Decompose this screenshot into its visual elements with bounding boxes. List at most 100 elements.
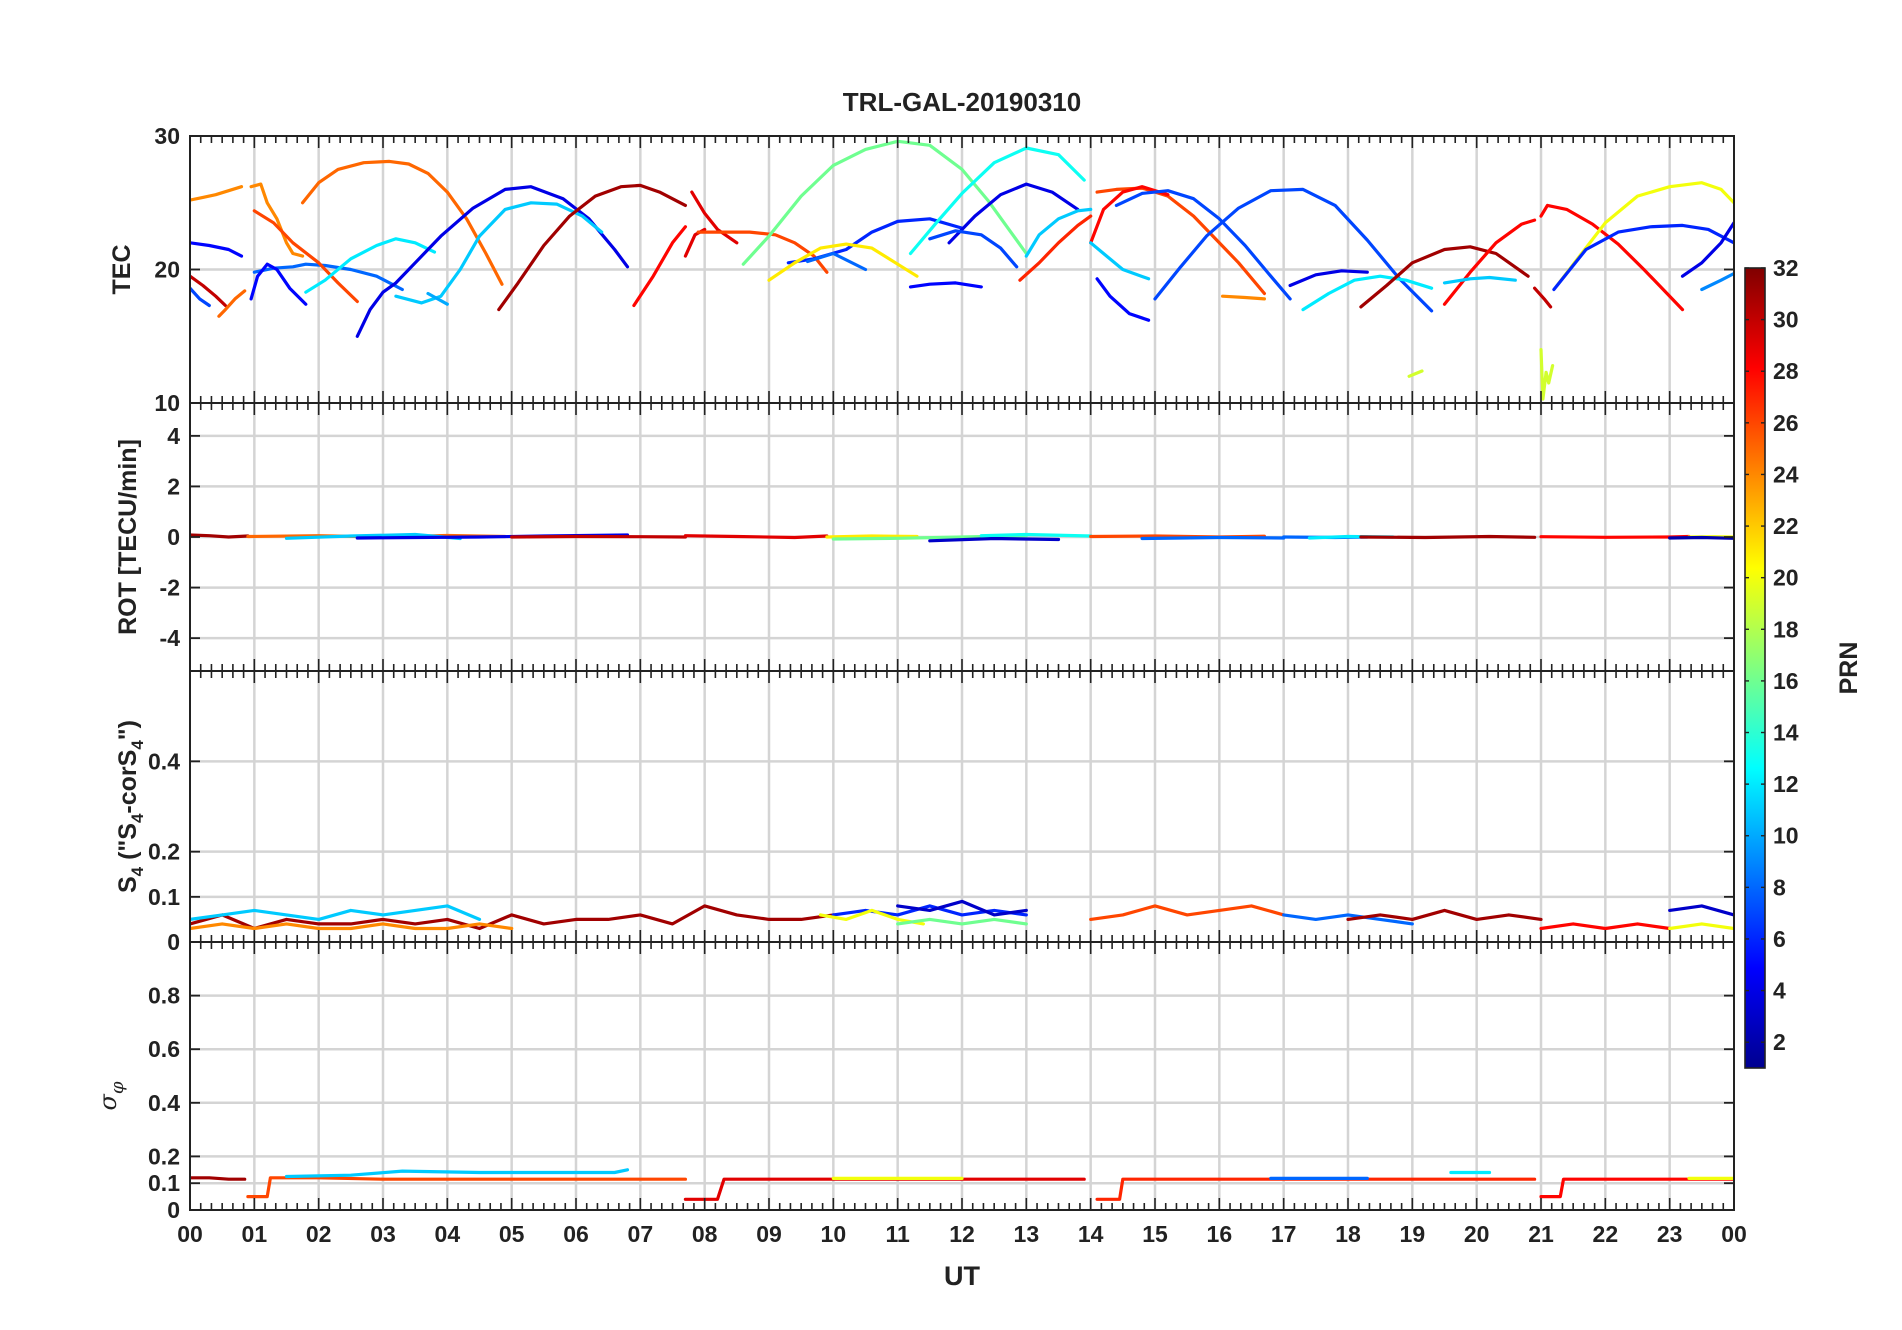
series-line-prn-29 xyxy=(683,1177,1086,1201)
y-tick-label: 0.6 xyxy=(148,1036,180,1062)
series-line-prn-26 xyxy=(696,230,829,274)
panel-rot: -4 -2 0 2 4 ROT [TECU/min] xyxy=(114,402,1735,672)
x-tick-labels: 00 01 02 03 04 05 06 07 08 09 10 11 12 13 14 15 16 17 18 19… xyxy=(177,1221,1747,1247)
series-line-prn-24 xyxy=(249,182,305,258)
series-line-prn-21 xyxy=(825,534,919,539)
series-line-prn-30 xyxy=(1532,286,1553,309)
series-line-prn-29 xyxy=(690,190,739,245)
series-line-prn-28 xyxy=(1539,1177,1734,1199)
colorbar-tick-label: 8 xyxy=(1773,874,1786,900)
x-tick-label: 21 xyxy=(1528,1221,1554,1247)
series-line-prn-28 xyxy=(1442,218,1537,306)
colorbar-tick-label: 20 xyxy=(1773,565,1799,591)
x-tick-label: 10 xyxy=(821,1221,847,1247)
y-tick-label: 10 xyxy=(154,390,180,416)
series-line-prn-5 xyxy=(1095,277,1151,322)
series-line-prn-21 xyxy=(767,242,919,282)
series-line-prn-4 xyxy=(355,185,630,338)
series-line-prn-2 xyxy=(1668,535,1734,540)
x-tick-label: 07 xyxy=(628,1221,654,1247)
series-line-prn-7 xyxy=(1114,189,1292,301)
y-tick-label: -4 xyxy=(160,625,181,651)
x-tick-label: 03 xyxy=(370,1221,396,1247)
series-line-prn-4 xyxy=(1288,269,1369,288)
series-line-prn-11 xyxy=(284,1168,630,1179)
colorbar-tick-label: 16 xyxy=(1773,668,1799,694)
series-line-prn-24 xyxy=(190,922,514,931)
series-line-prn-11 xyxy=(1442,275,1517,285)
series-line-prn-31 xyxy=(1346,908,1543,922)
series-line-prn-19 xyxy=(1407,369,1424,378)
x-tick-label: 01 xyxy=(242,1221,268,1247)
colorbar-tick-label: 32 xyxy=(1773,255,1799,281)
series-line-prn-11 xyxy=(1024,207,1093,258)
colorbar-tick-label: 28 xyxy=(1773,358,1799,384)
series-line-prn-31 xyxy=(190,904,835,931)
x-tick-label: 05 xyxy=(499,1221,525,1247)
series-line-prn-24 xyxy=(190,185,244,202)
y-axis-label: S4 ("S4-corS4") xyxy=(114,720,147,893)
series-line-prn-12 xyxy=(1301,274,1434,312)
x-tick-label: 18 xyxy=(1335,1221,1361,1247)
y-tick-label: 0.1 xyxy=(148,1170,180,1196)
x-tick-label: 13 xyxy=(1014,1221,1040,1247)
series-line-prn-28 xyxy=(1539,922,1672,931)
panel-tec: 10 20 30 TEC xyxy=(108,123,1735,416)
y-tick-label: 0.1 xyxy=(148,884,180,910)
x-tick-label: 22 xyxy=(1593,1221,1619,1247)
y-tick-label: 30 xyxy=(154,123,180,149)
series-line-prn-12 xyxy=(304,237,437,294)
x-tick-label: 23 xyxy=(1657,1221,1683,1247)
series-line-prn-11 xyxy=(190,904,482,922)
x-tick-label: 08 xyxy=(692,1221,718,1247)
y-axis-label: TEC xyxy=(108,245,136,295)
series-line-prn-3 xyxy=(1668,904,1734,917)
series-group xyxy=(190,1168,1734,1201)
panel-sigma_phi: 00.10.2 0.4 0.6 0.8 σφ xyxy=(94,941,1735,1223)
colorbar-tick-label: 30 xyxy=(1773,307,1799,333)
x-tick-label: 20 xyxy=(1464,1221,1490,1247)
y-tick-label: 0 xyxy=(167,1197,180,1223)
series-line-prn-27 xyxy=(1095,1177,1537,1201)
series-line-prn-11 xyxy=(1089,241,1151,281)
series-line-prn-31 xyxy=(1359,534,1537,540)
series-line-prn-28 xyxy=(1539,203,1685,312)
series-line-prn-26 xyxy=(1095,186,1267,296)
y-tick-label: -2 xyxy=(160,575,180,601)
y-axis-label: ROT [TECU/min] xyxy=(114,439,142,635)
y-tick-label: 0.2 xyxy=(148,1143,180,1169)
y-tick-label: 2 xyxy=(167,473,180,499)
series-line-prn-31 xyxy=(1359,245,1530,309)
series-line-prn-9 xyxy=(1700,271,1734,292)
colorbar-tick-label: 10 xyxy=(1773,823,1799,849)
x-tick-label: 16 xyxy=(1207,1221,1233,1247)
series-line-prn-13 xyxy=(908,146,1086,256)
series-line-prn-8 xyxy=(805,251,868,272)
series-group xyxy=(190,532,1734,543)
y-tick-label: 20 xyxy=(154,257,180,283)
series-line-prn-8 xyxy=(1282,913,1414,926)
series-line-prn-13 xyxy=(979,532,1093,538)
series-line-prn-28 xyxy=(632,225,688,308)
series-group xyxy=(190,139,1734,401)
series-line-prn-5 xyxy=(190,241,244,258)
y-tick-label: 0 xyxy=(167,524,180,550)
panel-s4: 0 0.1 0.2 0.4S4 ("S4-corS4") xyxy=(114,670,1735,955)
series-line-prn-29 xyxy=(683,534,829,540)
x-tick-label: 00 xyxy=(177,1221,203,1247)
series-line-prn-19 xyxy=(1539,348,1555,401)
x-tick-label: 09 xyxy=(756,1221,782,1247)
x-tick-label: 14 xyxy=(1078,1221,1104,1247)
figure-title: TRL-GAL-20190310 xyxy=(843,87,1081,117)
x-tick-label: 02 xyxy=(306,1221,332,1247)
series-line-prn-3 xyxy=(896,899,1028,917)
series-line-prn-27 xyxy=(1018,214,1093,282)
y-tick-label: 4 xyxy=(167,423,180,449)
series-line-prn-8 xyxy=(1140,535,1286,541)
y-axis-label: σφ xyxy=(94,1081,128,1110)
y-tick-label: 0.4 xyxy=(148,1090,180,1116)
series-line-prn-4 xyxy=(947,182,1080,245)
y-tick-label: 0.4 xyxy=(148,748,180,774)
